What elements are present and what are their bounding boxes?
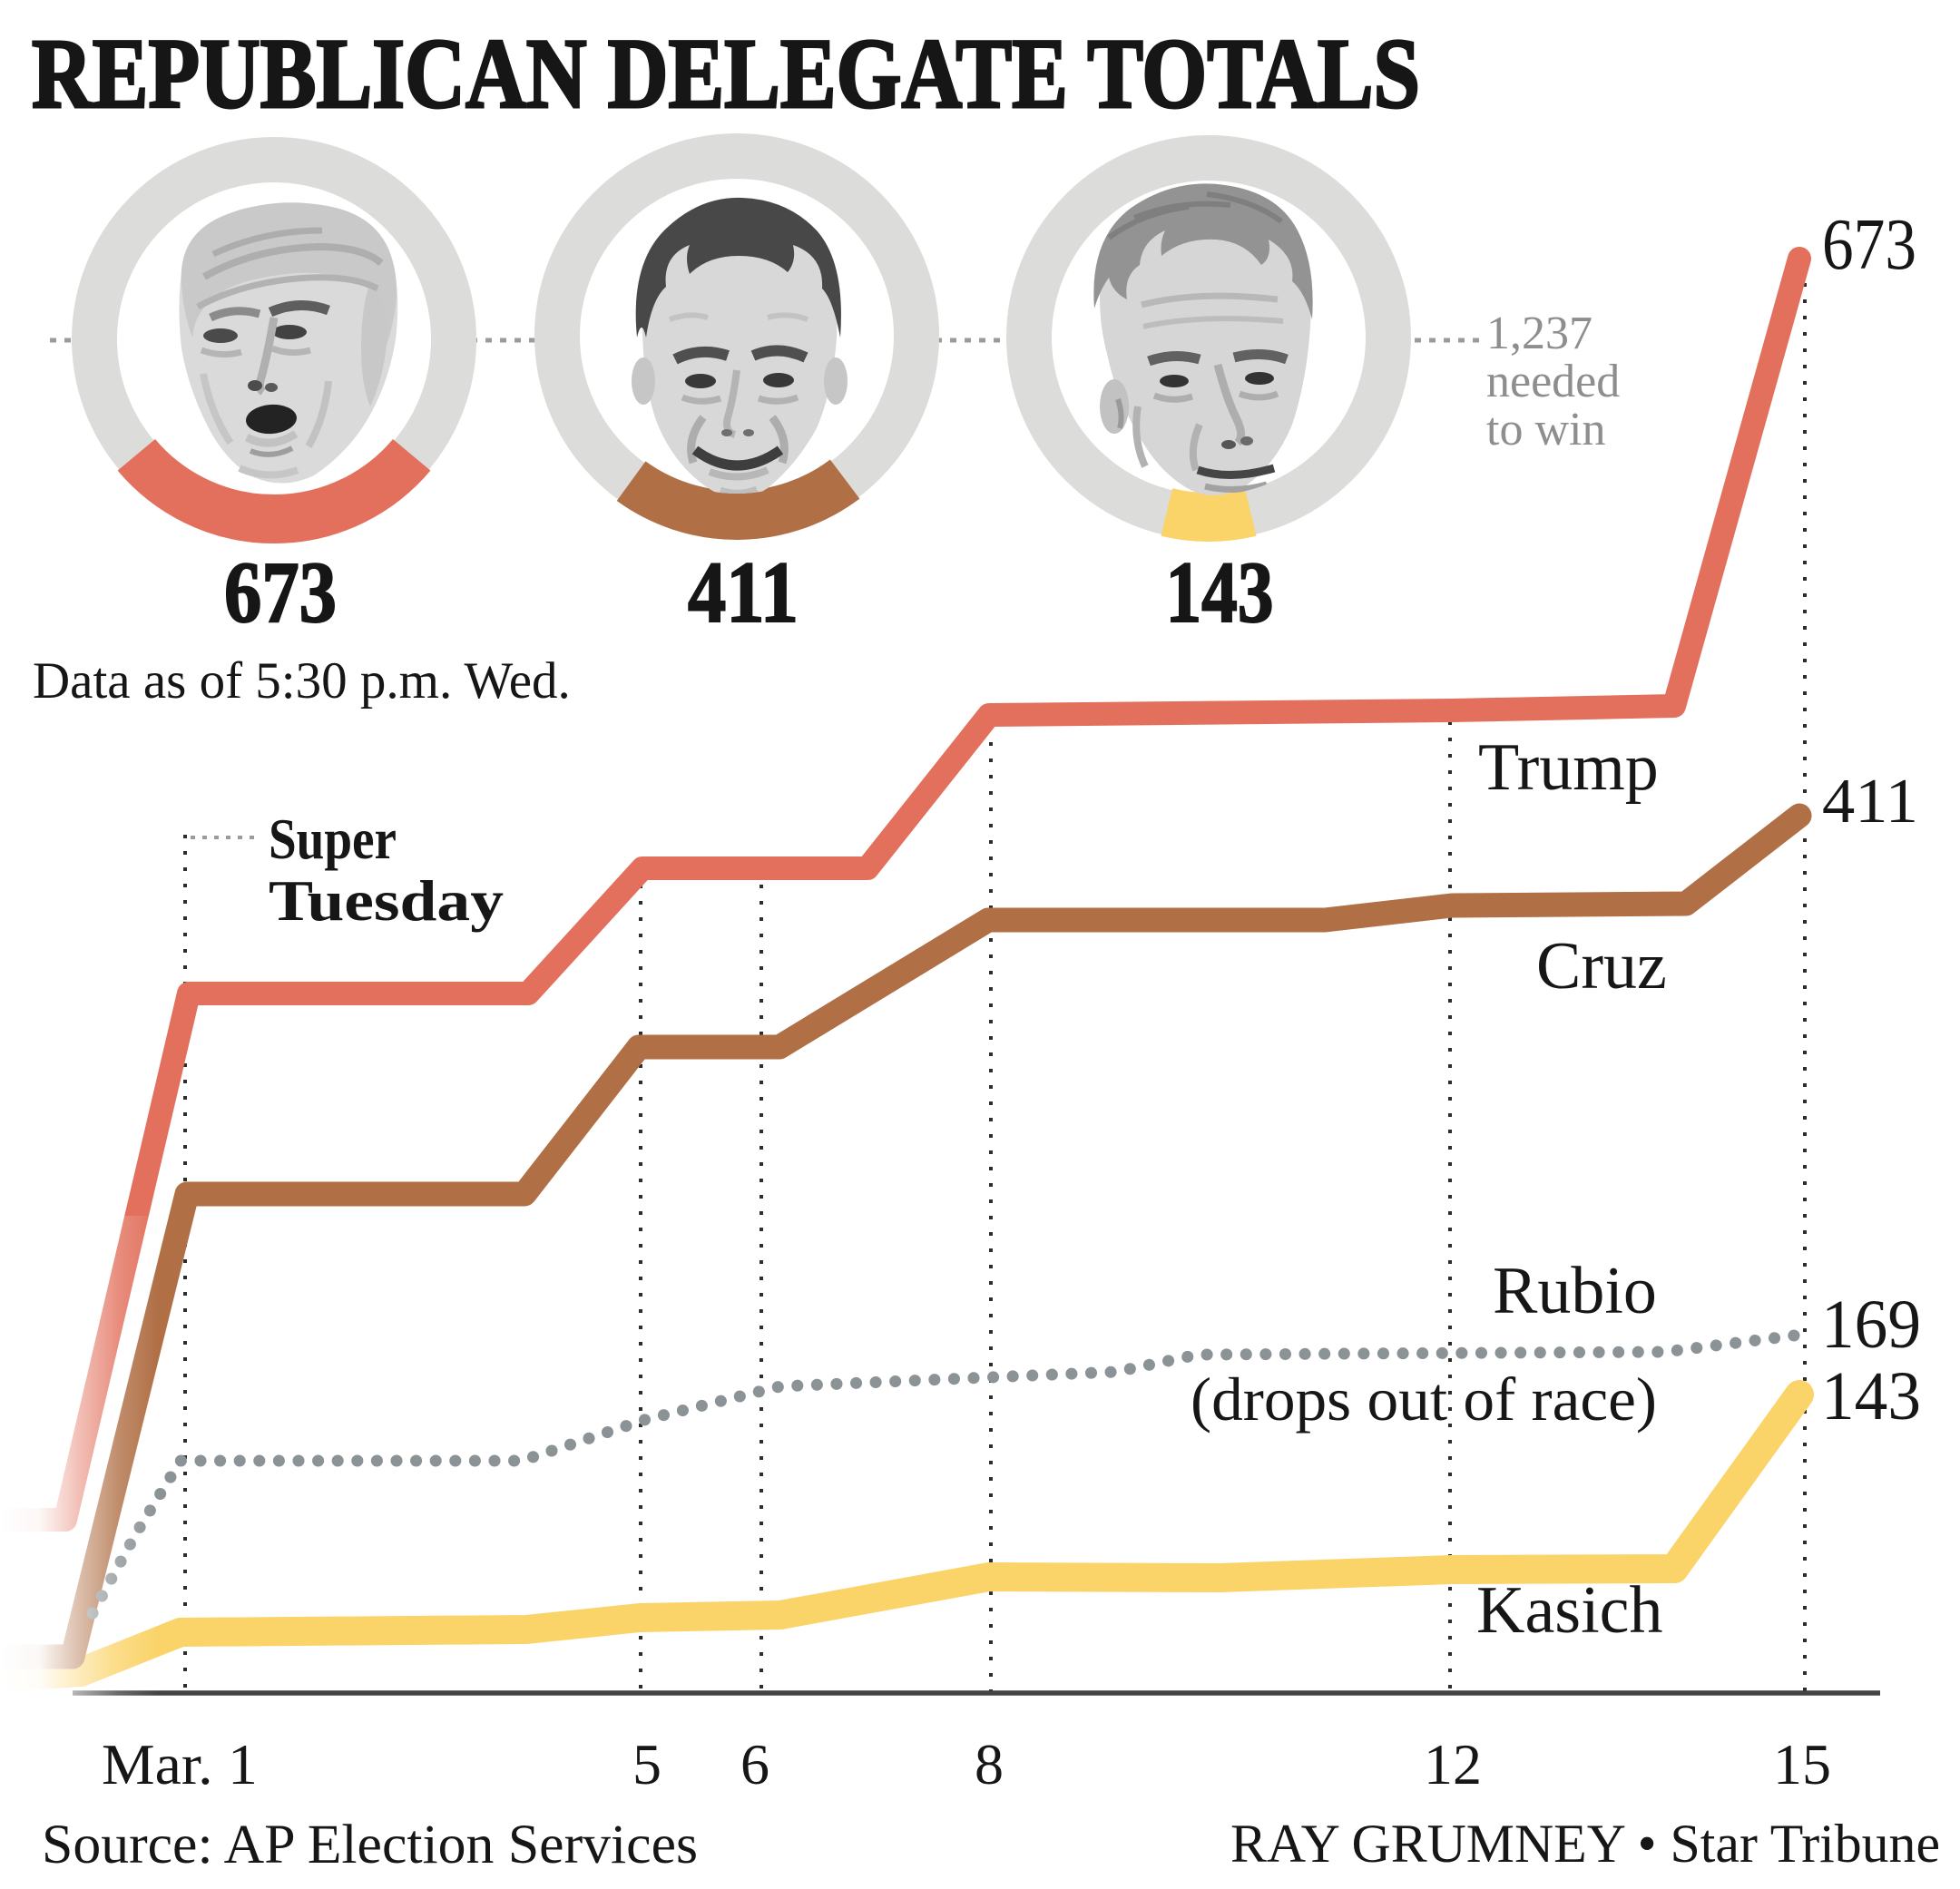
svg-text:1,237: 1,237 (1486, 308, 1592, 359)
svg-text:5: 5 (632, 1732, 662, 1796)
svg-text:Cruz: Cruz (1536, 929, 1667, 1003)
svg-text:Source: AP Election Services: Source: AP Election Services (42, 1815, 698, 1875)
svg-text:8: 8 (975, 1732, 1004, 1796)
svg-text:143: 143 (1166, 543, 1274, 641)
svg-text:(drops out of race): (drops out of race) (1191, 1365, 1657, 1434)
svg-text:411: 411 (1822, 767, 1918, 837)
svg-text:15: 15 (1773, 1732, 1831, 1796)
svg-text:143: 143 (1821, 1358, 1921, 1434)
svg-text:673: 673 (1822, 203, 1916, 285)
svg-text:RAY GRUMNEY • Star Tribune: RAY GRUMNEY • Star Tribune (1230, 1814, 1940, 1874)
svg-text:needed: needed (1486, 356, 1620, 407)
svg-text:Trump: Trump (1478, 730, 1659, 805)
svg-text:673: 673 (224, 543, 337, 641)
svg-text:to win: to win (1486, 404, 1605, 455)
svg-text:REPUBLICAN DELEGATE TOTALS: REPUBLICAN DELEGATE TOTALS (32, 18, 1420, 129)
svg-text:411: 411 (688, 543, 799, 641)
svg-text:Mar. 1: Mar. 1 (102, 1732, 258, 1796)
svg-text:169: 169 (1821, 1287, 1921, 1363)
svg-text:Kasich: Kasich (1476, 1573, 1663, 1648)
svg-text:Rubio: Rubio (1493, 1254, 1657, 1328)
svg-text:Super: Super (269, 807, 397, 871)
svg-text:Tuesday: Tuesday (269, 869, 504, 933)
svg-text:6: 6 (740, 1732, 769, 1796)
svg-text:12: 12 (1424, 1732, 1482, 1796)
svg-text:Data as of 5:30 p.m. Wed.: Data as of 5:30 p.m. Wed. (33, 652, 571, 710)
